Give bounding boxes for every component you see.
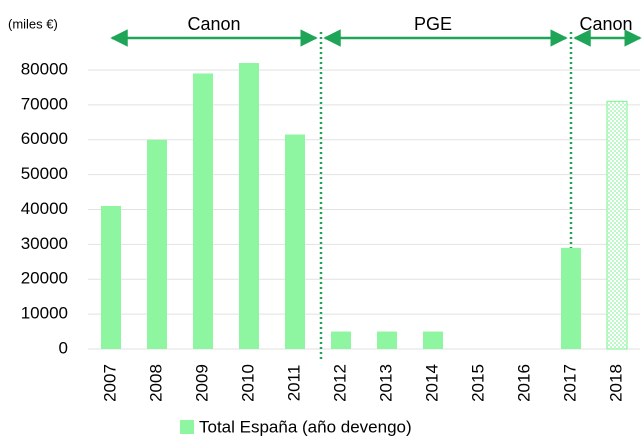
y-tick-label: 70000 bbox=[21, 94, 68, 113]
y-tick-label: 10000 bbox=[21, 304, 68, 323]
bar bbox=[193, 73, 213, 350]
legend-label: Total España (año devengo) bbox=[199, 417, 412, 436]
bar bbox=[423, 331, 443, 349]
y-axis-label: (miles €) bbox=[8, 16, 58, 31]
bar bbox=[239, 63, 259, 350]
period-annotations: Canon PGE Canon bbox=[110, 14, 642, 360]
bar bbox=[561, 247, 581, 349]
y-tick-label: 30000 bbox=[21, 234, 68, 253]
y-tick-label: 50000 bbox=[21, 164, 68, 183]
x-tick-label: 2012 bbox=[330, 364, 349, 402]
x-tick-label: 2015 bbox=[468, 364, 487, 402]
x-tick-label: 2016 bbox=[514, 364, 533, 402]
x-tick-label: 2011 bbox=[284, 365, 303, 402]
bar bbox=[331, 331, 351, 349]
period-label: PGE bbox=[414, 14, 452, 34]
y-tick-label: 40000 bbox=[21, 199, 68, 218]
y-tick-label: 60000 bbox=[21, 129, 68, 148]
x-tick-label: 2018 bbox=[606, 364, 625, 402]
x-tick-label: 2014 bbox=[422, 364, 441, 402]
x-tick-label: 2009 bbox=[192, 364, 211, 402]
x-tick-label: 2017 bbox=[560, 364, 579, 402]
x-tick-label: 2010 bbox=[238, 364, 257, 402]
x-tick-label: 2008 bbox=[146, 364, 165, 402]
legend-swatch bbox=[180, 420, 194, 434]
x-tick-label: 2013 bbox=[376, 364, 395, 402]
period-label: Canon bbox=[187, 14, 240, 34]
y-tick-label: 80000 bbox=[21, 59, 68, 78]
bar bbox=[606, 100, 628, 350]
y-tick-label: 20000 bbox=[21, 269, 68, 288]
bar bbox=[285, 134, 305, 349]
x-tick-label: 2007 bbox=[100, 364, 119, 402]
bar bbox=[147, 139, 167, 349]
period-label: Canon bbox=[579, 14, 632, 34]
bar bbox=[377, 331, 397, 349]
y-tick-label: 0 bbox=[59, 338, 68, 357]
bar bbox=[101, 206, 121, 349]
